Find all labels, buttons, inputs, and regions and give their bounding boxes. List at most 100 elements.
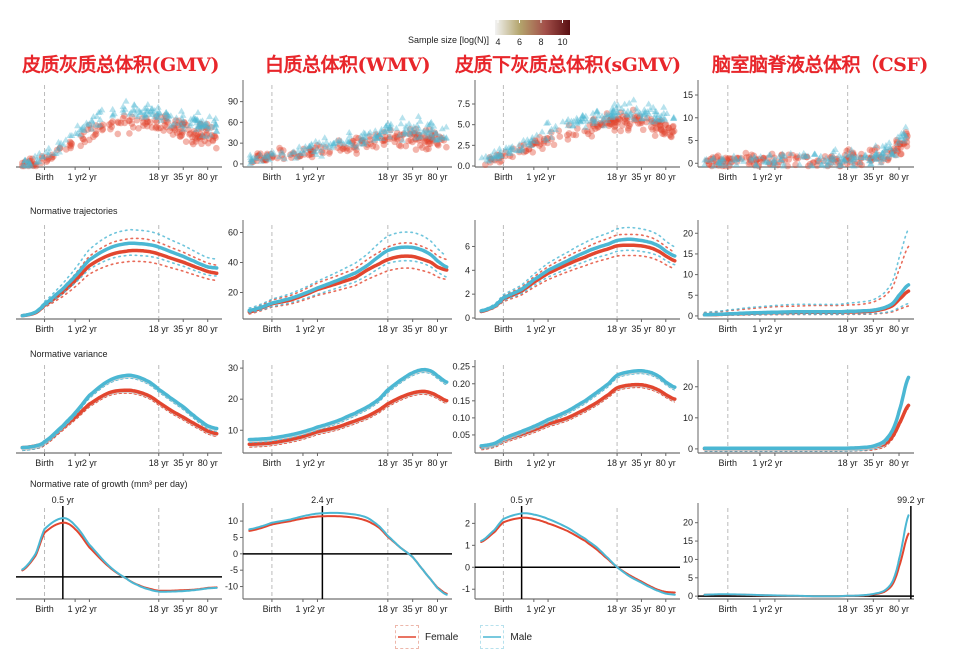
x-tick-label: 35 yr <box>173 604 193 614</box>
male-data-point <box>888 151 896 158</box>
male-data-point <box>186 122 194 129</box>
female-data-point <box>809 159 817 166</box>
female-data-point <box>717 157 725 164</box>
male-data-point <box>212 121 220 128</box>
female-data-point <box>412 146 420 153</box>
x-tick-label: 80 yr <box>428 604 448 614</box>
male-data-point <box>487 152 495 159</box>
x-tick-label: 1 yr <box>68 324 83 334</box>
male-data-point <box>873 151 881 158</box>
female-data-point <box>129 124 137 131</box>
female-data-point <box>858 161 865 169</box>
male-data-point <box>433 129 441 136</box>
male-data-point <box>898 130 906 137</box>
female-data-point <box>868 147 876 155</box>
female-data-point <box>174 123 182 131</box>
female-data-point <box>615 115 622 122</box>
male-data-point <box>651 114 659 121</box>
male-data-point <box>606 110 614 117</box>
male-data-point <box>96 108 104 115</box>
female-data-point <box>90 133 97 141</box>
female-data-point <box>386 135 393 143</box>
male-data-point <box>406 124 414 131</box>
female-data-point <box>884 156 892 164</box>
female-data-point <box>375 133 382 140</box>
female-data-point <box>348 139 356 147</box>
female-data-point <box>721 162 729 170</box>
male-data-point <box>862 154 870 161</box>
female-data-point <box>716 158 724 165</box>
female-data-point <box>884 155 891 163</box>
male-data-point <box>199 122 207 129</box>
male-data-point <box>27 162 35 169</box>
male-data-point <box>279 149 287 156</box>
female-data-point <box>572 131 580 139</box>
female-data-point <box>431 131 439 138</box>
female-data-point <box>528 141 535 148</box>
male-data-point <box>202 132 210 139</box>
female-data-point <box>530 140 538 148</box>
male-data-point <box>434 136 442 143</box>
y-tick-label: -1 <box>462 584 470 594</box>
male-curve <box>247 245 449 313</box>
female-data-point <box>849 150 856 158</box>
male-data-point <box>652 110 660 117</box>
male-data-point <box>800 149 808 156</box>
female-data-point <box>598 121 605 128</box>
male-data-point <box>882 144 890 151</box>
male-data-point <box>612 104 620 111</box>
male-data-point <box>829 151 837 158</box>
female-data-point <box>867 157 875 165</box>
male-data-point <box>72 129 80 136</box>
female-data-point <box>66 141 74 149</box>
male-data-point <box>412 127 420 134</box>
male-data-point <box>163 110 171 117</box>
female-data-point <box>785 156 793 163</box>
female-data-point <box>651 119 659 127</box>
x-tick-label: Birth <box>494 458 513 468</box>
female-data-point <box>877 153 885 161</box>
male-data-point <box>257 157 265 164</box>
male-data-point <box>747 156 755 163</box>
male-data-point <box>598 112 606 119</box>
female-data-point <box>386 133 394 141</box>
male-data-point <box>653 115 661 122</box>
female-data-point <box>821 153 829 160</box>
male-data-point <box>55 148 63 155</box>
female-data-point <box>872 154 880 162</box>
female-data-point <box>421 139 428 146</box>
female-data-point <box>753 156 760 163</box>
female-data-point <box>290 149 297 157</box>
male-data-point <box>647 118 655 125</box>
column-title-wmv: 白质总体积(WMV) <box>265 54 431 76</box>
female-data-point <box>56 144 64 152</box>
female-data-point <box>813 162 821 169</box>
female-data-point <box>213 144 220 152</box>
female-data-point <box>555 127 563 135</box>
female-data-point <box>18 159 26 167</box>
female-data-point <box>349 137 356 145</box>
x-tick-label: Birth <box>35 604 54 614</box>
female-data-point <box>750 152 757 159</box>
male-data-point <box>420 127 428 134</box>
confidence-band <box>249 368 447 443</box>
female-data-point <box>26 155 34 163</box>
female-data-point <box>778 156 786 164</box>
male-data-point <box>382 122 390 129</box>
female-data-point <box>259 156 267 164</box>
male-data-point <box>849 151 857 158</box>
male-data-point <box>779 159 787 166</box>
female-data-point <box>619 113 627 120</box>
female-data-point <box>755 159 763 167</box>
male-data-point <box>547 133 555 140</box>
male-data-point <box>482 152 490 159</box>
female-data-point <box>194 132 202 139</box>
y-tick-label: 15 <box>683 249 693 259</box>
male-data-point <box>361 133 369 140</box>
female-data-point <box>652 126 660 133</box>
male-data-point <box>160 114 168 121</box>
male-data-point <box>178 107 186 114</box>
female-data-point <box>415 136 423 144</box>
female-data-point <box>774 161 781 169</box>
